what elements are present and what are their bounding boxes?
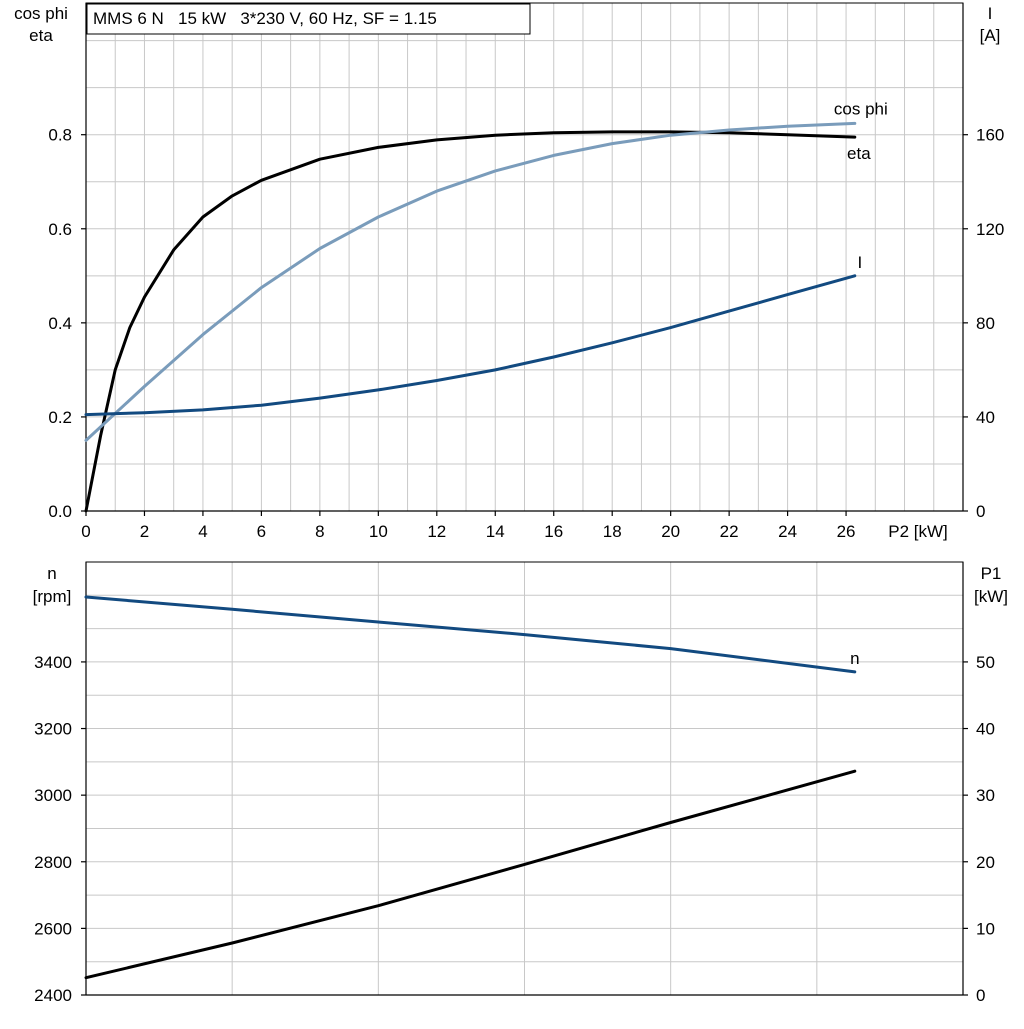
bottom-left-axis-label-line1: n [47,564,56,583]
top-y-right-tick-label: 40 [976,408,995,427]
series-line-i [84,274,857,417]
top-x-tick-label: 12 [427,522,446,541]
bottom-y-left-tick-label: 2600 [34,919,72,938]
series-label-eta: eta [847,144,871,163]
bottom-y-left-tick-label: 3000 [34,786,72,805]
bottom-left-axis-label-line2: [rpm] [33,587,72,606]
bottom-y-left-tick-label: 2800 [34,853,72,872]
bottom-panel-ticks: 2400 2600 2800 3000 3200 3400 0 10 20 30 40 50 [34,653,995,1005]
bottom-y-left-tick-label: 2400 [34,986,72,1005]
top-x-tick-label: 4 [198,522,207,541]
bottom-y-right-tick-label: 0 [976,986,985,1005]
series-line-cos-phi [84,121,857,442]
chart-title-box [86,3,531,35]
top-x-tick-label: 26 [837,522,856,541]
top-x-tick-label: 22 [720,522,739,541]
series-line-n [84,595,857,674]
top-y-right-tick-label: 80 [976,314,995,333]
top-x-tick-label: 18 [603,522,622,541]
bottom-right-axis-label-line1: P1 [981,564,1002,583]
top-y-right-tick-label: 0 [976,502,985,521]
bottom-right-axis-label-line2: [kW] [974,587,1008,606]
bottom-panel-series: n [84,595,860,980]
series-label-i: I [857,253,862,272]
top-x-tick-label: 24 [778,522,797,541]
top-y-left-tick-label: 0.2 [48,408,72,427]
top-x-tick-label: 14 [486,522,505,541]
top-x-tick-label: 6 [257,522,266,541]
bottom-y-left-tick-label: 3400 [34,653,72,672]
top-left-axis-label-line2: eta [29,26,53,45]
top-x-tick-label: 8 [315,522,324,541]
top-x-tick-label: 0 [81,522,90,541]
bottom-y-right-tick-label: 20 [976,853,995,872]
top-y-right-tick-label: 160 [976,126,1004,145]
series-label-n: n [850,649,859,668]
series-line-p1 [84,769,857,980]
series-label-cos-phi: cos phi [834,99,888,118]
chart-title: MMS 6 N 15 kW 3*230 V, 60 Hz, SF = 1.15 [93,9,437,28]
bottom-y-left-tick-label: 3200 [34,720,72,739]
bottom-y-right-tick-label: 10 [976,919,995,938]
top-left-axis-label-line1: cos phi [14,4,68,23]
bottom-panel-grid [86,562,963,995]
top-x-tick-label: 2 [140,522,149,541]
top-y-left-tick-label: 0.4 [48,314,72,333]
top-x-tick-label: 20 [661,522,680,541]
series-line-eta [84,130,857,513]
top-panel-ticks: 0 2 4 6 8 10 12 14 16 18 20 22 24 260.00.20.40.60.804… [48,126,1004,541]
top-x-tick-label: 16 [544,522,563,541]
top-y-left-tick-label: 0.6 [48,220,72,239]
top-right-axis-label-line2: [A] [980,26,1001,45]
top-panel-grid [86,3,963,511]
bottom-y-right-tick-label: 50 [976,653,995,672]
top-panel-series: cos phi eta I [84,99,888,513]
bottom-y-right-tick-label: 40 [976,720,995,739]
top-x-tick-label: 10 [369,522,388,541]
top-right-axis-label-line1: I [988,4,993,23]
top-y-left-tick-label: 0.8 [48,126,72,145]
top-x-axis-label: P2 [kW] [888,522,948,541]
top-y-right-tick-label: 120 [976,220,1004,239]
bottom-y-right-tick-label: 30 [976,786,995,805]
top-y-left-tick-label: 0.0 [48,502,72,521]
